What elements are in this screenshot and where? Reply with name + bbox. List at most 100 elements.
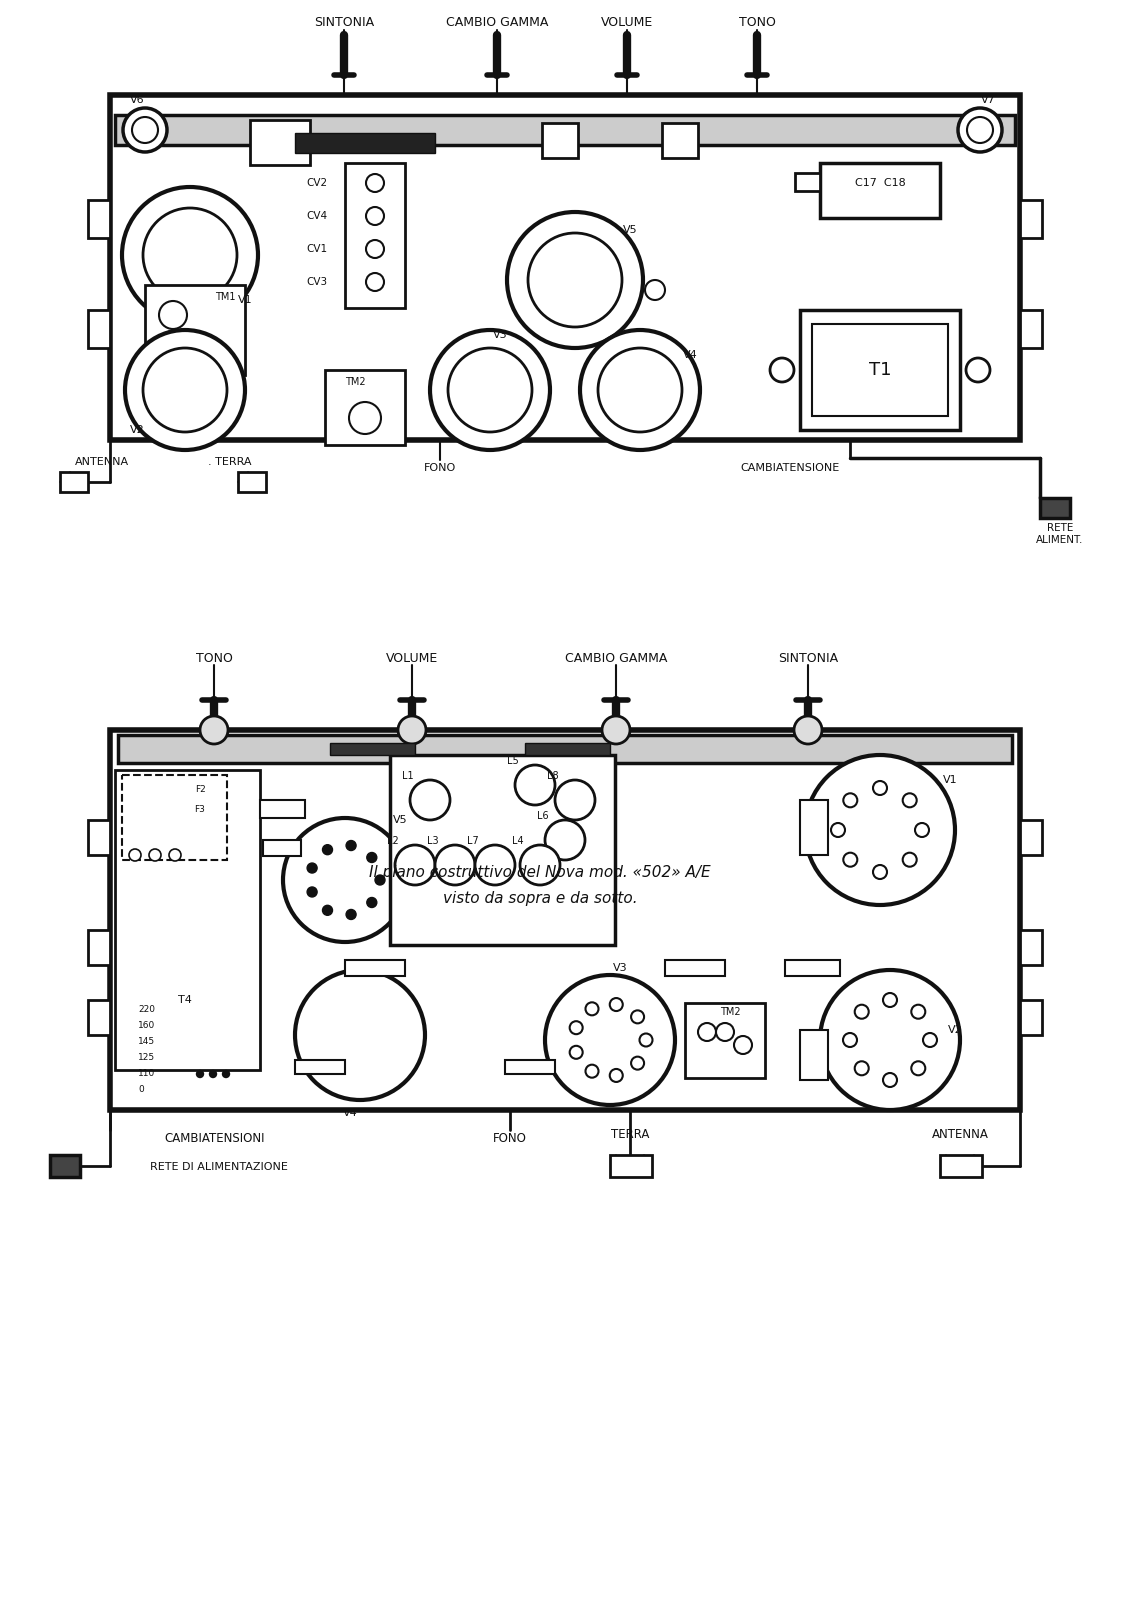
Circle shape <box>770 358 794 382</box>
Circle shape <box>570 1046 582 1059</box>
Circle shape <box>958 109 1002 152</box>
Bar <box>250 120 310 165</box>
Circle shape <box>716 1022 734 1042</box>
Circle shape <box>366 853 377 862</box>
Bar <box>785 960 840 976</box>
Circle shape <box>545 974 675 1106</box>
Text: TONO: TONO <box>739 16 776 29</box>
Bar <box>1020 310 1042 349</box>
Bar <box>145 285 245 374</box>
Bar <box>115 770 260 1070</box>
Text: ANTENNA: ANTENNA <box>75 458 129 467</box>
Circle shape <box>435 845 475 885</box>
Text: 145: 145 <box>138 1037 155 1046</box>
Circle shape <box>805 755 955 906</box>
Text: V7: V7 <box>981 94 995 106</box>
Circle shape <box>366 274 385 291</box>
Bar <box>1041 498 1070 518</box>
Text: CV2: CV2 <box>307 178 328 187</box>
Text: TM2: TM2 <box>719 1006 741 1018</box>
Bar <box>506 1059 555 1074</box>
Circle shape <box>912 1005 925 1019</box>
Circle shape <box>631 1056 644 1070</box>
Bar <box>1020 819 1042 854</box>
Circle shape <box>411 781 450 819</box>
Circle shape <box>308 862 317 874</box>
Text: L1: L1 <box>403 771 414 781</box>
Text: V2: V2 <box>948 1026 962 1035</box>
Circle shape <box>448 349 532 432</box>
Circle shape <box>923 1034 936 1046</box>
Text: ALIMENT.: ALIMENT. <box>1036 534 1083 546</box>
Circle shape <box>873 781 887 795</box>
Text: SINTONIA: SINTONIA <box>314 16 374 29</box>
Bar <box>264 840 301 856</box>
Text: 0: 0 <box>138 1085 144 1094</box>
Circle shape <box>349 402 381 434</box>
Text: L7: L7 <box>467 835 478 846</box>
Text: SINTONIA: SINTONIA <box>778 651 838 664</box>
Bar <box>940 1155 982 1178</box>
Bar <box>238 472 266 493</box>
Text: CAMBIATENSIONI: CAMBIATENSIONI <box>165 1131 266 1144</box>
Circle shape <box>915 822 929 837</box>
Text: ANTENNA: ANTENNA <box>932 1128 988 1141</box>
Circle shape <box>844 853 857 867</box>
Circle shape <box>873 866 887 878</box>
Circle shape <box>903 853 917 867</box>
Circle shape <box>366 898 377 907</box>
Circle shape <box>129 850 141 861</box>
Text: L5: L5 <box>507 757 519 766</box>
Circle shape <box>366 240 385 258</box>
Circle shape <box>322 845 333 854</box>
Circle shape <box>843 1034 857 1046</box>
Circle shape <box>209 1070 216 1077</box>
Text: V5: V5 <box>623 226 637 235</box>
Bar <box>390 755 615 946</box>
Circle shape <box>515 765 555 805</box>
Circle shape <box>143 349 227 432</box>
Text: visto da sopra e da sotto.: visto da sopra e da sotto. <box>442 891 637 906</box>
Circle shape <box>610 998 623 1011</box>
Circle shape <box>855 1061 869 1075</box>
Circle shape <box>883 1074 897 1086</box>
Bar <box>800 310 960 430</box>
Circle shape <box>398 717 426 744</box>
Bar <box>110 730 1020 1110</box>
Text: VOLUME: VOLUME <box>601 16 653 29</box>
Bar <box>685 1003 765 1078</box>
Bar <box>345 960 405 976</box>
Text: F3: F3 <box>195 805 206 814</box>
Bar <box>88 1000 110 1035</box>
Text: V1: V1 <box>238 294 252 306</box>
Circle shape <box>132 117 158 142</box>
Text: L8: L8 <box>547 771 559 781</box>
Text: 160: 160 <box>138 1021 155 1030</box>
Bar <box>665 960 725 976</box>
Bar <box>795 173 820 190</box>
Circle shape <box>366 174 385 192</box>
Text: CAMBIO GAMMA: CAMBIO GAMMA <box>564 651 667 664</box>
Bar <box>260 800 305 818</box>
Circle shape <box>122 187 258 323</box>
Text: V4: V4 <box>343 1107 357 1118</box>
Circle shape <box>586 1064 598 1078</box>
Bar <box>525 742 610 755</box>
Circle shape <box>645 280 665 301</box>
Bar <box>88 930 110 965</box>
Bar <box>1020 1000 1042 1035</box>
Circle shape <box>698 1022 716 1042</box>
Circle shape <box>631 1010 644 1024</box>
Text: RETE DI ALIMENTAZIONE: RETE DI ALIMENTAZIONE <box>150 1162 288 1171</box>
Text: T1: T1 <box>869 362 891 379</box>
Circle shape <box>197 1070 204 1077</box>
Bar <box>662 123 698 158</box>
Text: CAMBIATENSIONE: CAMBIATENSIONE <box>741 462 839 474</box>
Circle shape <box>967 117 993 142</box>
Bar <box>122 774 227 861</box>
Circle shape <box>794 717 822 744</box>
Circle shape <box>169 850 181 861</box>
Circle shape <box>395 845 435 885</box>
Text: 220: 220 <box>138 1005 155 1014</box>
Circle shape <box>855 1005 869 1019</box>
